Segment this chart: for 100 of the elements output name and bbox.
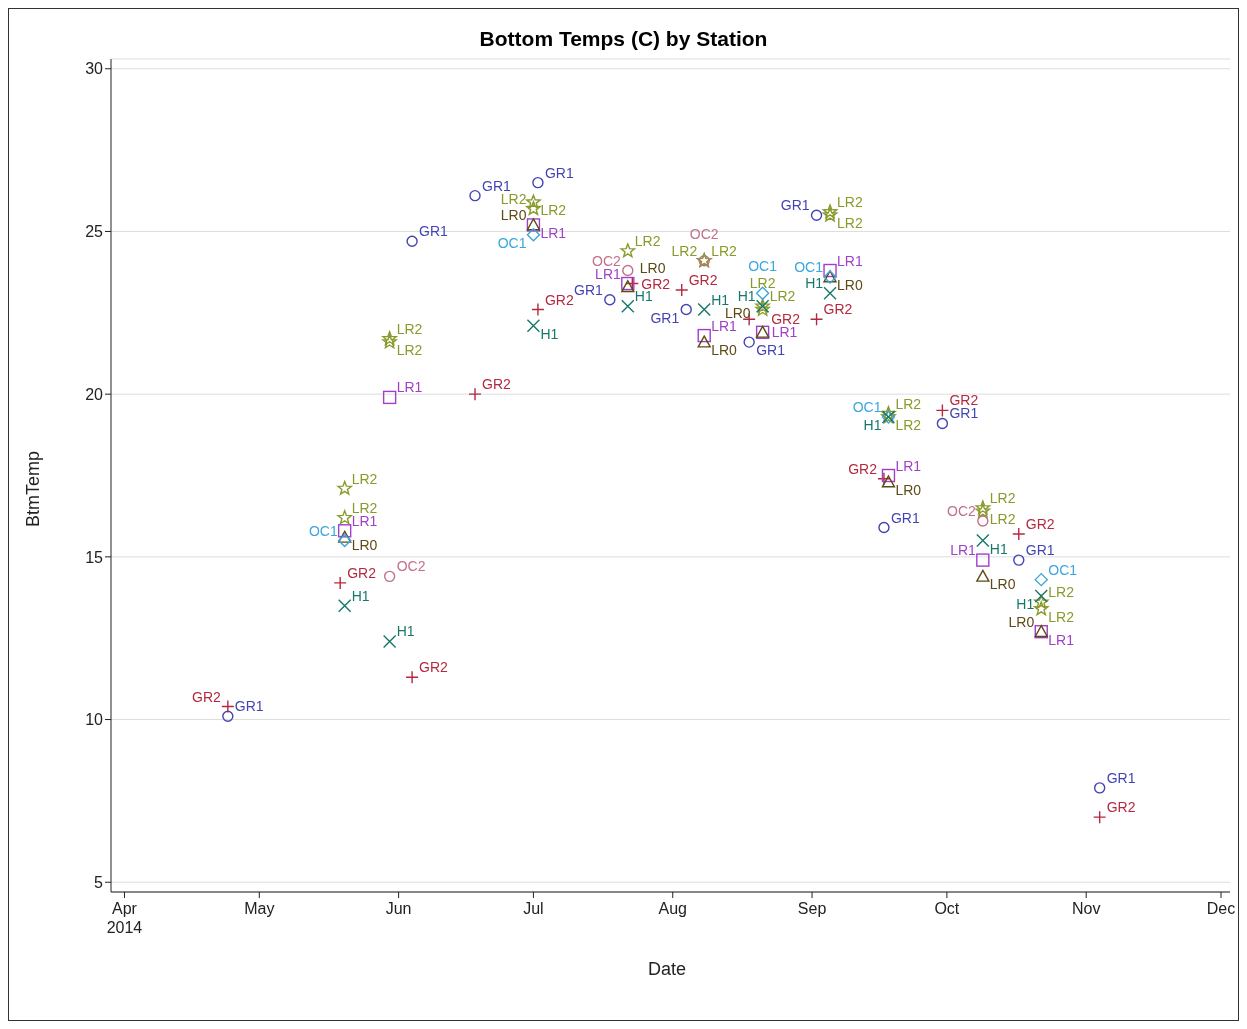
series-label: LR0 — [351, 537, 378, 554]
point — [531, 302, 545, 317]
point — [881, 468, 896, 483]
text: LR2 — [989, 490, 1016, 507]
y-tick-label: 15 — [85, 548, 104, 566]
y-tick-label: 10 — [85, 711, 104, 729]
y-tick-label: 5 — [94, 873, 104, 891]
text: OC1 — [748, 258, 778, 275]
text: GR2 — [823, 301, 853, 318]
text: GR1 — [574, 281, 603, 298]
text: GR2 — [482, 376, 511, 393]
y-tick-label: 20 — [85, 385, 104, 403]
x-tick-label: May — [244, 900, 275, 917]
point — [468, 387, 482, 401]
text: LR1 — [396, 379, 423, 396]
point — [743, 336, 755, 348]
text: H1 — [396, 623, 415, 640]
text: LR2 — [396, 342, 423, 359]
series-label: GR1 — [756, 342, 786, 359]
point — [526, 194, 541, 209]
point — [621, 299, 635, 313]
text: LR0 — [989, 576, 1016, 593]
point — [526, 200, 541, 216]
point — [1033, 601, 1049, 616]
series-label: OC1 — [497, 234, 527, 251]
text: GR1 — [650, 309, 680, 326]
chart-title: Bottom Temps (C) by Station — [478, 27, 769, 51]
text: LR2 — [895, 416, 922, 433]
point — [976, 569, 990, 582]
x-tick-label: Aug — [658, 900, 687, 917]
text: GR1 — [1106, 769, 1136, 786]
point — [337, 530, 352, 543]
series-label: H1 — [540, 325, 559, 342]
text: LR2 — [671, 242, 698, 259]
point — [221, 699, 235, 714]
text: H1 — [711, 291, 730, 308]
point — [337, 480, 353, 495]
point — [809, 312, 824, 327]
text: LR2 — [989, 511, 1016, 528]
text: GR2 — [848, 460, 877, 477]
point — [526, 319, 541, 333]
point — [1093, 782, 1106, 794]
x-tick-label: Apr 2014 — [106, 900, 143, 936]
text: H1 — [863, 416, 882, 433]
point — [382, 390, 397, 405]
point — [383, 570, 396, 583]
x-tick-label: Sep — [797, 900, 827, 917]
point — [337, 510, 353, 525]
text: LR1 — [1048, 631, 1074, 648]
text: LR0 — [1008, 613, 1035, 630]
text: LR2 — [396, 320, 423, 337]
point — [810, 209, 823, 221]
text: LR1 — [895, 457, 922, 474]
point — [333, 576, 347, 590]
text: LR2 — [711, 242, 737, 259]
point — [976, 533, 990, 548]
text: OC1 — [794, 259, 824, 276]
text: OC1 — [308, 522, 338, 539]
text: LR2 — [634, 232, 661, 249]
text: OC2 — [689, 225, 719, 242]
point — [675, 283, 689, 297]
x-tick-label: Dec — [1206, 900, 1236, 917]
point — [1013, 554, 1025, 566]
series-label: GR2 — [347, 564, 377, 581]
text: LR0 — [711, 342, 737, 359]
text: LR1 — [950, 542, 976, 559]
point — [935, 403, 950, 418]
text: GR1 — [419, 223, 448, 240]
text: LR2 — [351, 470, 378, 487]
text: GR2 — [1025, 516, 1055, 533]
x-tick-label: Jun — [385, 900, 412, 917]
point — [977, 515, 989, 527]
text: LR2 — [1048, 608, 1074, 625]
text: LR2 — [540, 202, 567, 219]
point — [697, 328, 711, 343]
text: GR1 — [890, 509, 920, 526]
point — [405, 670, 419, 684]
series-label: LR2 — [1048, 584, 1075, 601]
text: LR2 — [749, 274, 776, 291]
point — [976, 553, 990, 567]
point — [604, 294, 616, 306]
text: LR2 — [895, 395, 922, 412]
point — [337, 533, 352, 548]
text: GR1 — [544, 164, 574, 181]
point — [1012, 527, 1026, 541]
text: LR2 — [837, 215, 863, 232]
point — [936, 417, 949, 430]
point — [621, 280, 635, 293]
point — [222, 710, 234, 722]
point — [620, 243, 636, 258]
text: OC1 — [852, 398, 882, 415]
text: H1 — [805, 275, 824, 292]
x-tick-label: Oct — [934, 900, 960, 917]
point — [877, 472, 891, 486]
series-label: OC2 — [947, 503, 977, 520]
text: GR2 — [688, 272, 718, 289]
y-tick-label: 25 — [85, 223, 104, 241]
point — [622, 264, 634, 277]
y-tick-label: 30 — [85, 60, 104, 78]
point — [382, 634, 397, 649]
